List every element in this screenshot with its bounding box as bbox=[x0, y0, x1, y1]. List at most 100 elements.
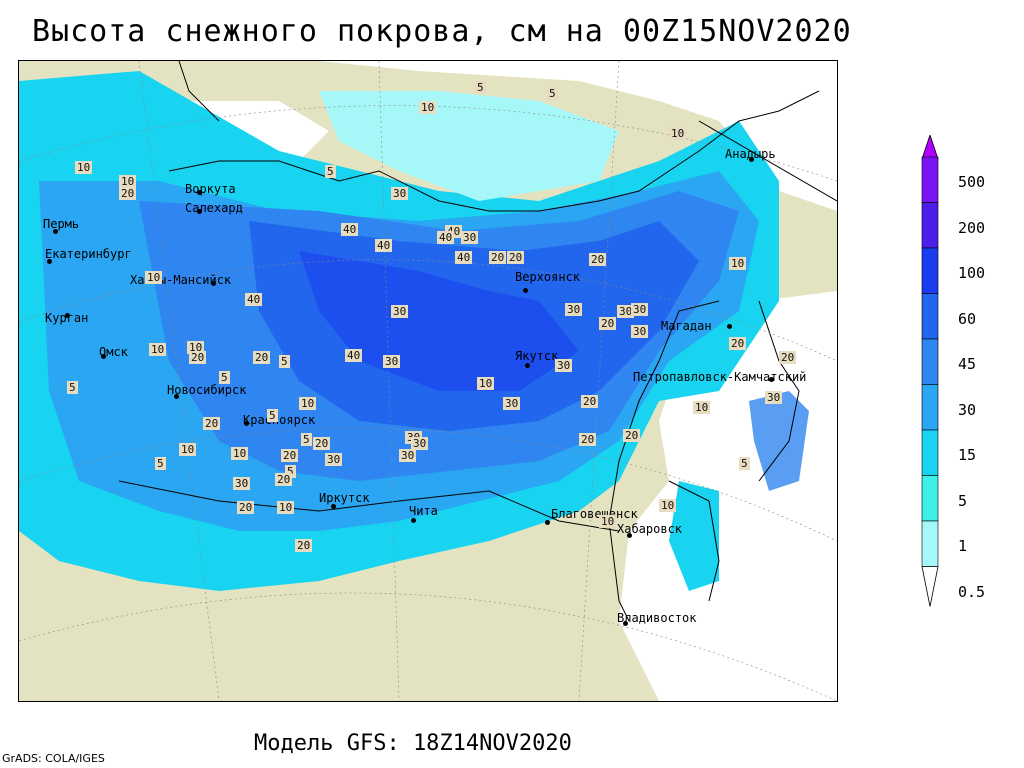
contour-value-label: 10 bbox=[659, 499, 677, 512]
contour-value-label: 20 bbox=[729, 337, 747, 350]
contour-value-label: 5 bbox=[325, 165, 336, 178]
contour-value-label: 10 bbox=[179, 443, 197, 456]
city-marker bbox=[523, 288, 528, 293]
snow-deeper-field bbox=[299, 251, 579, 391]
city-label: Пермь bbox=[43, 217, 80, 231]
contour-value-label: 10 bbox=[75, 161, 93, 174]
city-label: Якутск bbox=[515, 349, 559, 363]
contour-value-label: 10 bbox=[145, 271, 163, 284]
contour-value-label: 20 bbox=[623, 429, 641, 442]
city-label: Чита bbox=[409, 504, 438, 518]
contour-value-label: 20 bbox=[589, 253, 607, 266]
contour-value-label: 10 bbox=[149, 343, 167, 356]
contour-value-label: 30 bbox=[631, 325, 649, 338]
contour-value-label: 30 bbox=[411, 437, 429, 450]
contour-value-label: 5 bbox=[219, 371, 230, 384]
legend-swatch bbox=[921, 429, 939, 476]
contour-value-label: 20 bbox=[203, 417, 221, 430]
legend-swatch bbox=[921, 156, 939, 203]
contour-value-label: 20 bbox=[281, 449, 299, 462]
legend-tick-label: 1 bbox=[958, 537, 968, 555]
city-marker bbox=[545, 520, 550, 525]
grads-credit: GrADS: COLA/IGES bbox=[2, 752, 105, 765]
contour-value-label: 5 bbox=[67, 381, 78, 394]
contour-value-label: 10 bbox=[299, 397, 317, 410]
snow-depth-map: Воркута Салехард Пермь Екатеринбург Ханты-Ма… bbox=[18, 60, 838, 702]
contour-value-label: 30 bbox=[383, 355, 401, 368]
sakhalin-snow bbox=[669, 481, 719, 591]
contour-value-label: 5 bbox=[285, 465, 296, 478]
city-marker bbox=[53, 229, 58, 234]
legend-tick-label: 500 bbox=[958, 173, 986, 191]
contour-value-label: 20 bbox=[295, 539, 313, 552]
arctic-light-snow bbox=[319, 91, 619, 201]
contour-value-label: 10 bbox=[669, 127, 687, 140]
city-marker bbox=[627, 533, 632, 538]
legend-tick-label: 15 bbox=[958, 446, 977, 464]
contour-value-label: 5 bbox=[155, 457, 166, 470]
city-label: Курган bbox=[45, 311, 89, 325]
contour-value-label: 10 bbox=[477, 377, 495, 390]
legend-swatch bbox=[921, 338, 939, 385]
contour-value-label: 30 bbox=[461, 231, 479, 244]
legend-swatch bbox=[921, 202, 939, 249]
city-marker bbox=[749, 157, 754, 162]
contour-value-label: 10 bbox=[419, 101, 437, 114]
contour-value-label: 20 bbox=[581, 395, 599, 408]
legend-colorbar bbox=[921, 133, 939, 607]
city-marker bbox=[65, 313, 70, 318]
city-label: Благовещенск bbox=[551, 507, 638, 521]
city-marker bbox=[174, 394, 179, 399]
contour-value-label: 5 bbox=[475, 81, 486, 94]
contour-value-label: 30 bbox=[391, 187, 409, 200]
contour-value-label: 40 bbox=[341, 223, 359, 236]
city-marker bbox=[331, 504, 336, 509]
contour-value-label: 20 bbox=[119, 187, 137, 200]
city-label: Салехард bbox=[185, 201, 243, 215]
contour-value-label: 30 bbox=[565, 303, 583, 316]
arctic-ocean bbox=[119, 61, 837, 211]
legend-tick-label: 100 bbox=[958, 264, 986, 282]
graticule bbox=[19, 61, 837, 701]
contour-value-label: 30 bbox=[399, 449, 417, 462]
city-label: Екатеринбург bbox=[45, 247, 132, 261]
city-label: Иркутск bbox=[319, 491, 370, 505]
city-marker bbox=[244, 421, 249, 426]
contour-value-label: 20 bbox=[599, 317, 617, 330]
legend-tick-label: 5 bbox=[958, 491, 968, 510]
contour-value-label: 20 bbox=[189, 351, 207, 364]
contour-value-label: 10 bbox=[729, 257, 747, 270]
contour-value-label: 30 bbox=[233, 477, 251, 490]
coastlines bbox=[118, 61, 820, 622]
legend-tick-label: 200 bbox=[958, 218, 986, 237]
city-label: Красноярск bbox=[243, 413, 316, 427]
city-marker bbox=[411, 518, 416, 523]
contour-value-label: 10 bbox=[231, 447, 249, 460]
contour-value-label: 10 bbox=[693, 401, 711, 414]
city-marker bbox=[769, 377, 774, 382]
contour-value-label: 10 bbox=[599, 515, 617, 528]
contour-value-label: 30 bbox=[617, 305, 635, 318]
legend-swatch bbox=[921, 520, 939, 567]
contour-value-label: 5 bbox=[267, 409, 278, 422]
contour-value-label: 20 bbox=[275, 473, 293, 486]
contour-value-label: 20 bbox=[253, 351, 271, 364]
contour-value-label: 20 bbox=[313, 437, 331, 450]
contour-value-label: 30 bbox=[631, 303, 649, 316]
legend-tick-label: 30 bbox=[958, 400, 977, 419]
city-label: Воркута bbox=[185, 182, 236, 196]
legend-swatch bbox=[921, 293, 939, 340]
city-marker bbox=[101, 354, 106, 359]
city-marker bbox=[211, 281, 216, 286]
contour-value-label: 20 bbox=[579, 433, 597, 446]
legend-swatch bbox=[921, 247, 939, 294]
model-label: Модель GFS: 18Z14NOV2020 bbox=[254, 731, 572, 756]
city-marker bbox=[47, 259, 52, 264]
date-line bbox=[698, 120, 837, 202]
city-label: Верхоянск bbox=[515, 270, 581, 284]
legend-tick-label: 60 bbox=[958, 309, 977, 328]
city-label: Анадырь bbox=[725, 147, 776, 161]
contour-value-label: 10 bbox=[277, 501, 295, 514]
city-label: Хабаровск bbox=[617, 522, 683, 536]
contour-value-label: 5 bbox=[279, 355, 290, 368]
